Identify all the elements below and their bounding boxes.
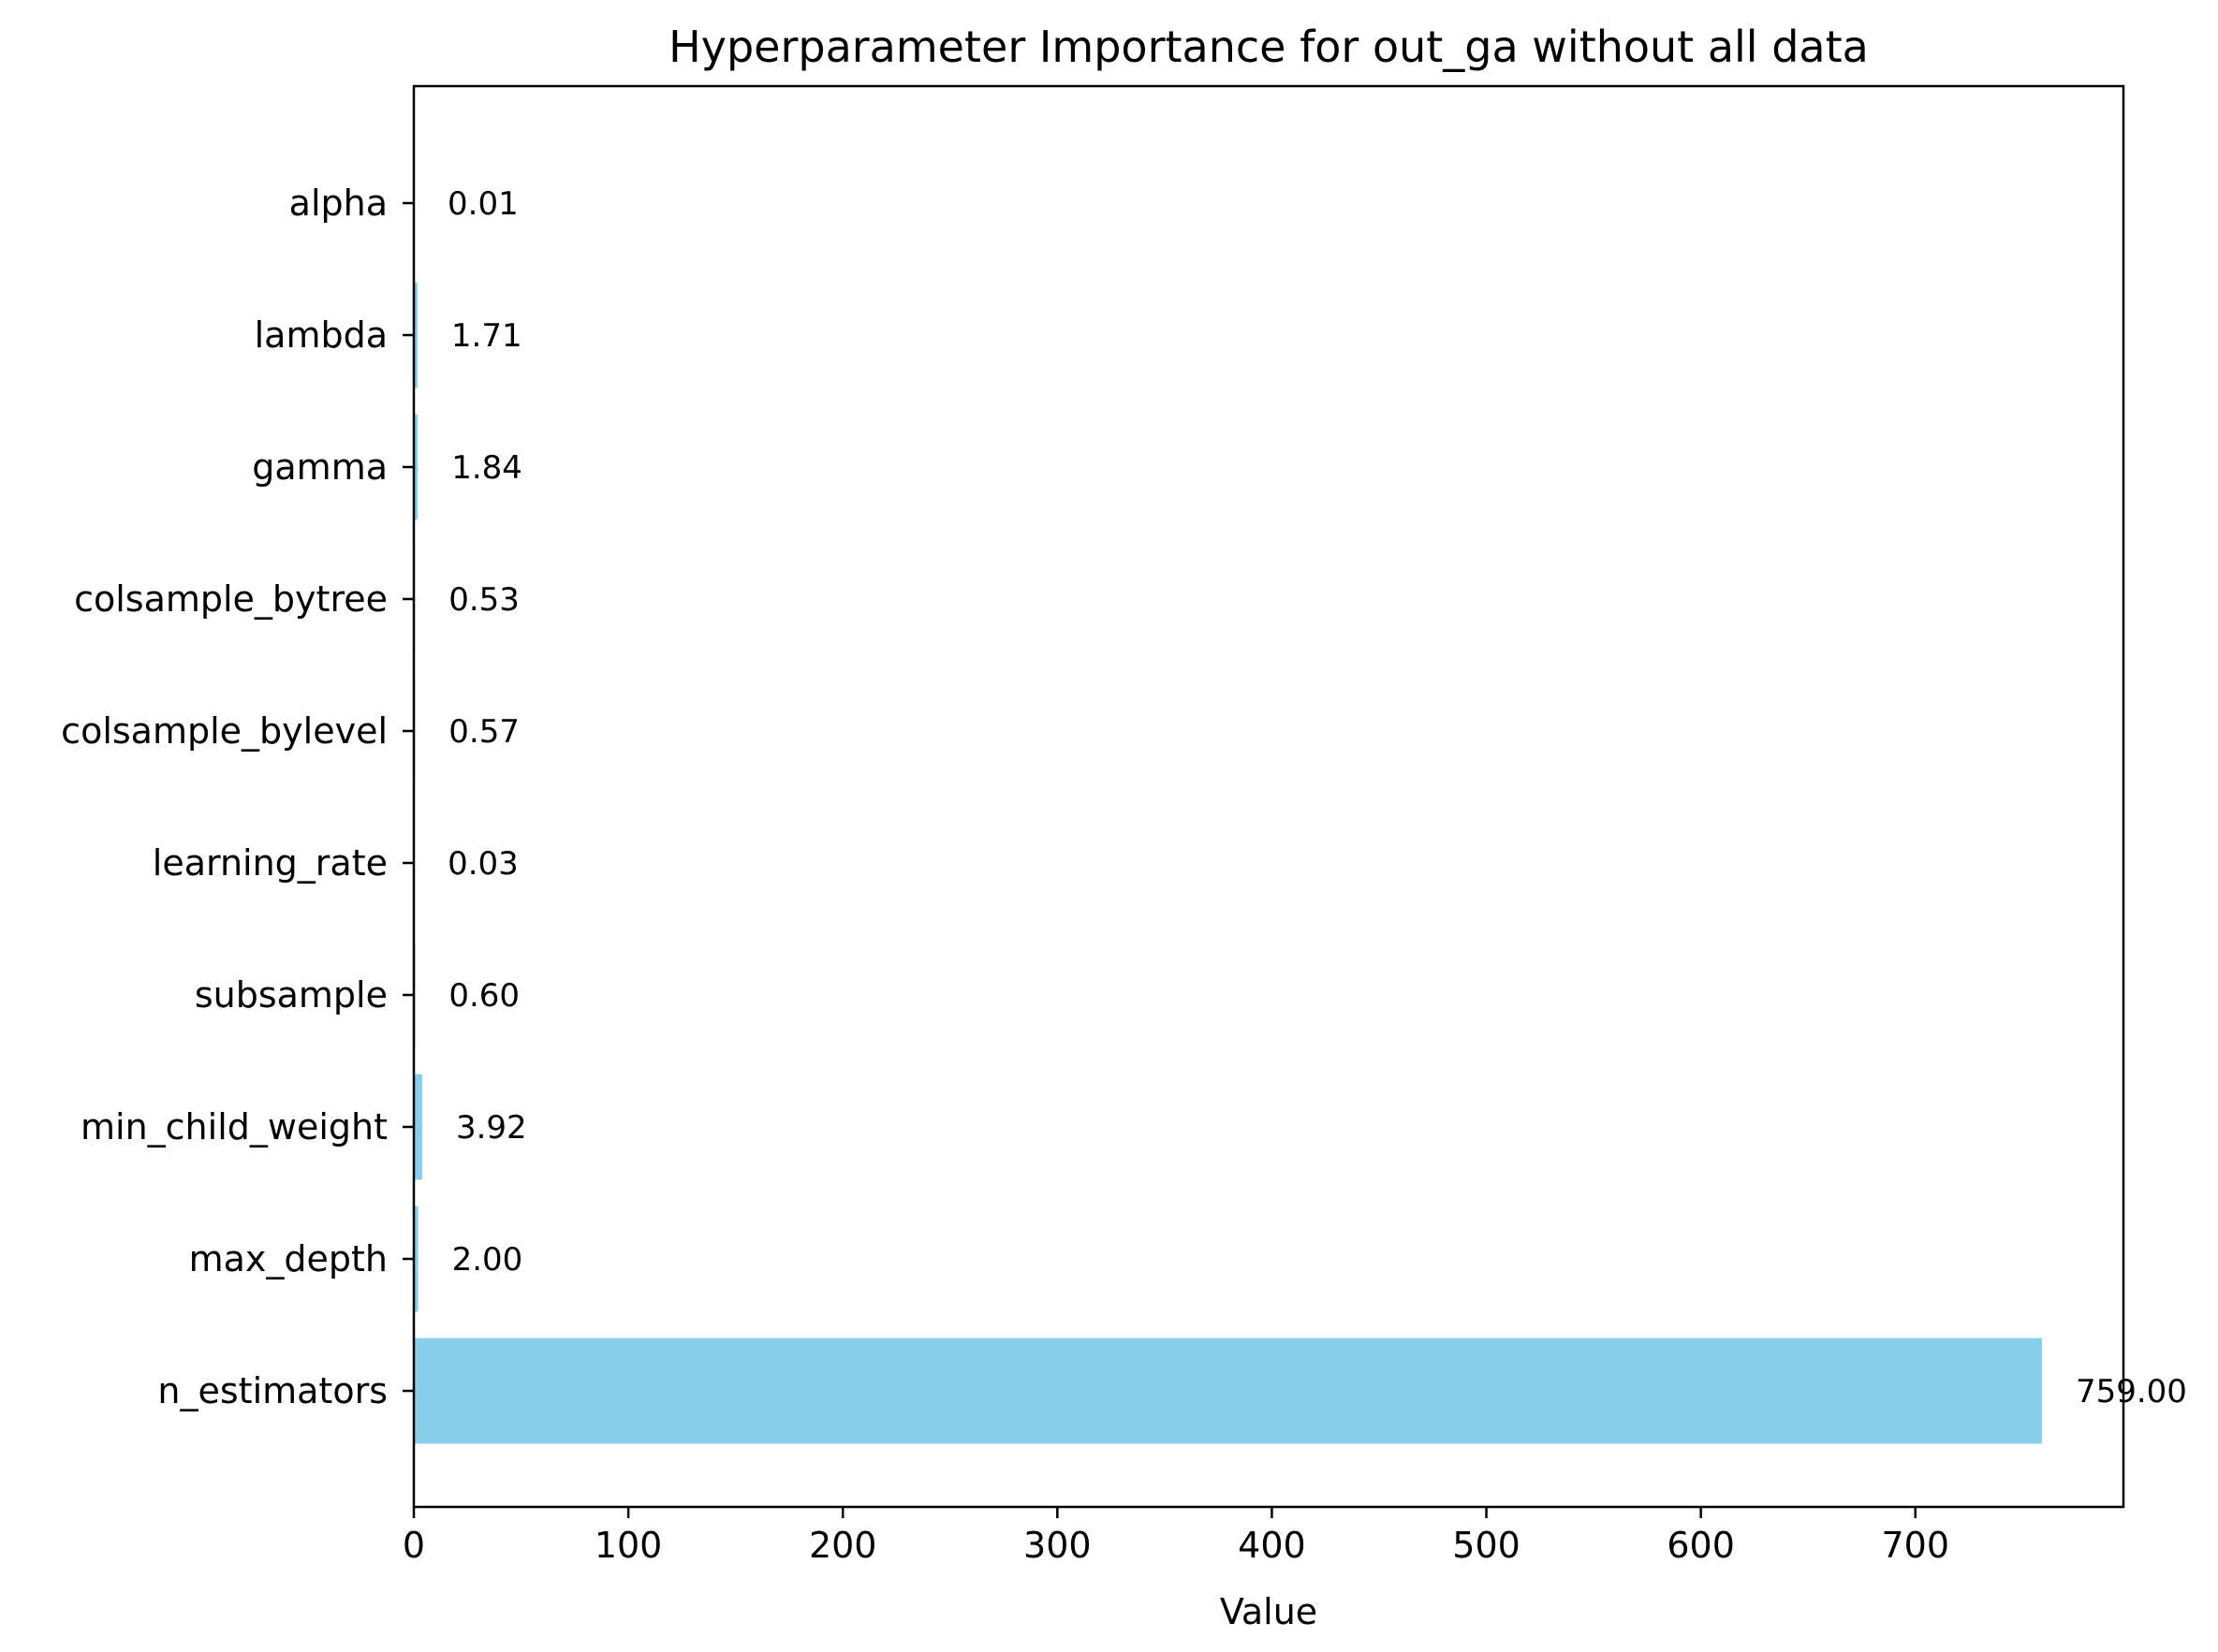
- value-label: 0.01: [448, 185, 519, 223]
- y-tick-label: gamma: [252, 446, 388, 488]
- value-label: 1.71: [451, 317, 522, 355]
- x-tick-label: 100: [595, 1525, 663, 1566]
- y-tick-label: colsample_bylevel: [61, 710, 388, 752]
- value-label: 0.60: [448, 977, 520, 1015]
- y-axis: n_estimators max_depth min_child_weight sub…: [61, 183, 414, 1411]
- y-tick-label: max_depth: [189, 1238, 388, 1279]
- bar-gamma: [414, 414, 419, 520]
- bars-group: [414, 150, 2042, 1444]
- bar-max-depth: [414, 1206, 419, 1312]
- chart-title: Hyperparameter Importance for out_ga wit…: [668, 22, 1869, 72]
- x-axis: 0 100 200 300 400 500 600 700: [403, 1507, 1949, 1566]
- value-label: 0.53: [448, 581, 520, 619]
- value-label: 759.00: [2076, 1373, 2187, 1411]
- y-tick-label: lambda: [255, 314, 388, 356]
- x-tick-label: 400: [1238, 1525, 1306, 1566]
- plot-area-frame: [412, 84, 2125, 1509]
- y-tick-label: subsample: [195, 974, 388, 1016]
- x-tick-label: 600: [1667, 1525, 1735, 1566]
- x-tick-label: 0: [403, 1525, 425, 1566]
- value-label: 2.00: [452, 1241, 523, 1279]
- value-label: 1.84: [451, 449, 522, 487]
- x-tick-label: 700: [1881, 1525, 1949, 1566]
- y-tick-label: learning_rate: [153, 842, 388, 884]
- value-label: 3.92: [456, 1109, 527, 1147]
- bar-n-estimators: [414, 1338, 2042, 1444]
- x-tick-label: 200: [809, 1525, 877, 1566]
- bar-lambda: [414, 282, 418, 388]
- y-tick-label: colsample_bytree: [74, 578, 388, 620]
- bar-min-child-weight: [414, 1074, 422, 1180]
- value-label: 0.03: [448, 845, 519, 883]
- y-tick-label: alpha: [289, 183, 388, 224]
- y-tick-label: n_estimators: [157, 1370, 388, 1411]
- value-labels-group: 759.00 2.00 3.92 0.60 0.03 0.57 0.53 1.84 1.71 0.…: [448, 185, 2187, 1411]
- y-tick-label: min_child_weight: [81, 1106, 388, 1148]
- x-tick-label: 500: [1452, 1525, 1520, 1566]
- x-axis-label: Value: [1220, 1591, 1317, 1632]
- x-tick-label: 300: [1023, 1525, 1092, 1566]
- value-label: 0.57: [448, 713, 520, 751]
